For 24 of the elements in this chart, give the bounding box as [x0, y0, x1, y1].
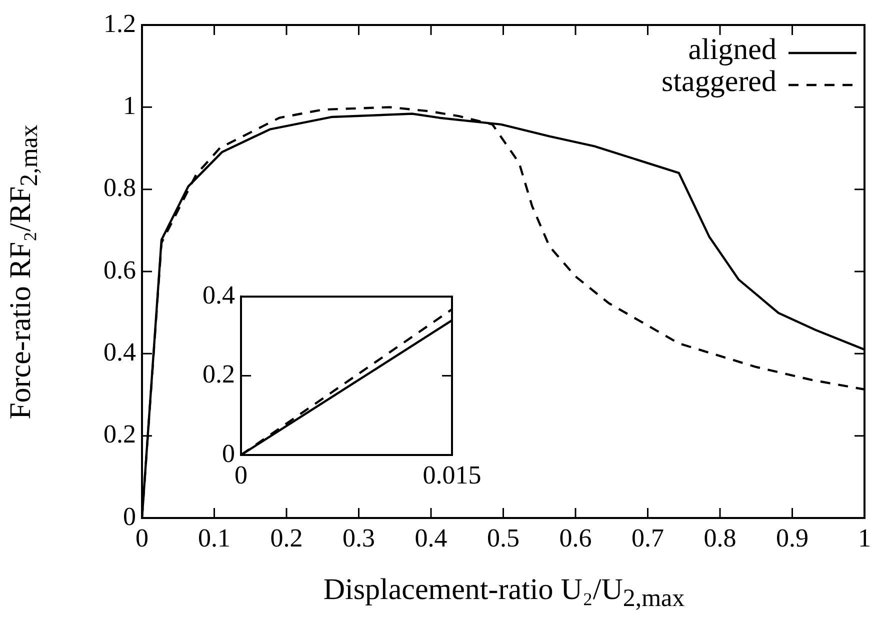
x-tick-label: 0.6 — [559, 523, 592, 552]
y-tick-label: 0 — [123, 502, 136, 531]
x-tick-label: 0.1 — [198, 523, 230, 552]
x-tick-label: 0.9 — [776, 523, 808, 552]
y-tick-label: 0.6 — [104, 255, 136, 284]
legend-label: staggered — [662, 64, 776, 98]
x-axis-title: Displacement-ratio U₂/U$_{2,max}$ — [322, 573, 686, 613]
x-tick-label: 0.7 — [632, 523, 664, 552]
x-tick-label: 0.8 — [704, 523, 736, 552]
y-tick-label: 0.4 — [202, 280, 235, 310]
y-tick-label: 1.2 — [104, 8, 136, 38]
y-tick-label: 0.8 — [104, 173, 136, 202]
y-tick-label: 1 — [123, 90, 136, 120]
x-tick-label: 0.5 — [487, 523, 520, 552]
x-tick-label: 0.4 — [414, 523, 448, 552]
x-tick-label: 0.015 — [422, 460, 482, 490]
y-tick-label: 0.4 — [104, 337, 136, 366]
y-tick-label: 0.2 — [202, 360, 235, 389]
x-tick-label: 1 — [858, 523, 871, 552]
x-tick-label: 0.3 — [342, 523, 375, 552]
y-tick-label: 0.2 — [104, 420, 136, 449]
legend-label: aligned — [688, 32, 776, 66]
y-tick-label: 0 — [222, 438, 235, 468]
x-tick-label: 0.2 — [270, 523, 303, 552]
